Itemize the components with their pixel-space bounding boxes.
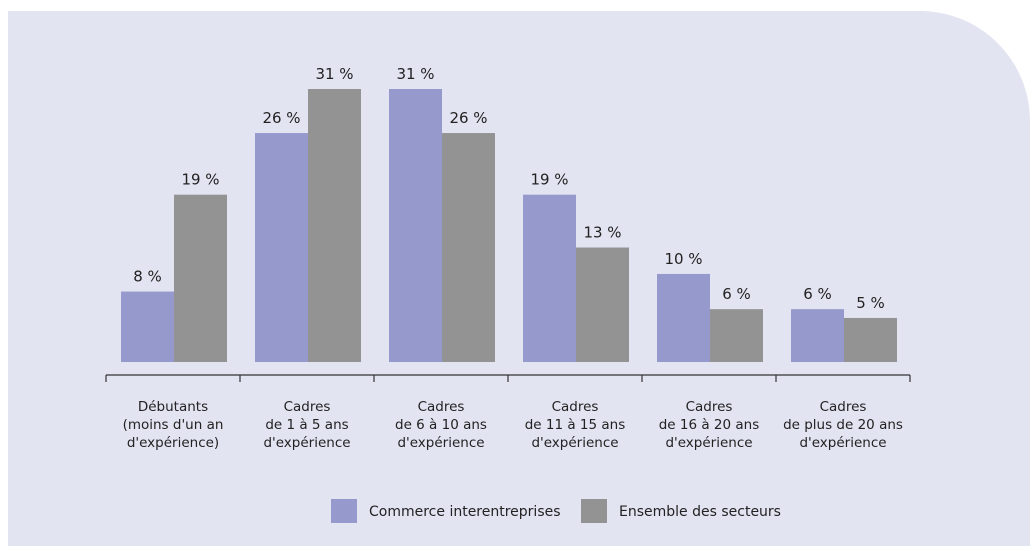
bar-2-4 bbox=[576, 247, 629, 362]
legend: Commerce interentreprises Ensemble des se… bbox=[331, 499, 781, 523]
category-label-1: Débutants (moins d'un an d'expérience) bbox=[123, 399, 224, 451]
bar-2-1 bbox=[174, 194, 227, 362]
value-label-1-6: 6 % bbox=[803, 285, 832, 303]
bars-layer bbox=[121, 89, 897, 362]
bar-2-2 bbox=[308, 89, 361, 362]
legend-swatch-2 bbox=[581, 499, 607, 523]
bar-1-3 bbox=[389, 89, 442, 362]
category-label-2: Cadres de 1 à 5 ans d'expérience bbox=[263, 399, 350, 451]
category-labels-layer: Débutants (moins d'un an d'expérience) Cadr… bbox=[123, 399, 903, 451]
value-label-1-3: 31 % bbox=[396, 65, 434, 83]
bar-2-5 bbox=[710, 309, 763, 362]
bar-1-6 bbox=[791, 309, 844, 362]
category-label-3: Cadres de 6 à 10 ans d'expérience bbox=[395, 399, 487, 451]
category-label-5: Cadres de 16 à 20 ans d'expérience bbox=[659, 399, 760, 451]
value-label-2-1: 19 % bbox=[181, 171, 219, 189]
value-label-1-5: 10 % bbox=[664, 250, 702, 268]
category-label-6: Cadres de plus de 20 ans d'expérience bbox=[783, 399, 903, 451]
value-label-1-4: 19 % bbox=[530, 171, 568, 189]
value-label-2-5: 6 % bbox=[722, 285, 751, 303]
value-labels-layer: 8 % 26 % 31 % 19 % 10 % 6 % 19 % 31 % 26 % 13 % 6 … bbox=[133, 65, 885, 312]
value-label-1-2: 26 % bbox=[262, 109, 300, 127]
bar-2-3 bbox=[442, 133, 495, 362]
bar-1-1 bbox=[121, 291, 174, 362]
bar-2-6 bbox=[844, 317, 897, 362]
value-label-2-4: 13 % bbox=[583, 224, 621, 242]
legend-label-2: Ensemble des secteurs bbox=[619, 504, 781, 520]
value-label-2-6: 5 % bbox=[856, 294, 885, 312]
bar-1-4 bbox=[523, 194, 576, 362]
value-label-1-1: 8 % bbox=[133, 268, 162, 286]
value-label-2-3: 26 % bbox=[449, 109, 487, 127]
legend-label-1: Commerce interentreprises bbox=[369, 504, 561, 520]
legend-swatch-1 bbox=[331, 499, 357, 523]
x-axis bbox=[105, 374, 911, 382]
bar-1-5 bbox=[657, 273, 710, 362]
bar-1-2 bbox=[255, 133, 308, 362]
value-label-2-2: 31 % bbox=[315, 65, 353, 83]
category-label-4: Cadres de 11 à 15 ans d'expérience bbox=[525, 399, 626, 451]
